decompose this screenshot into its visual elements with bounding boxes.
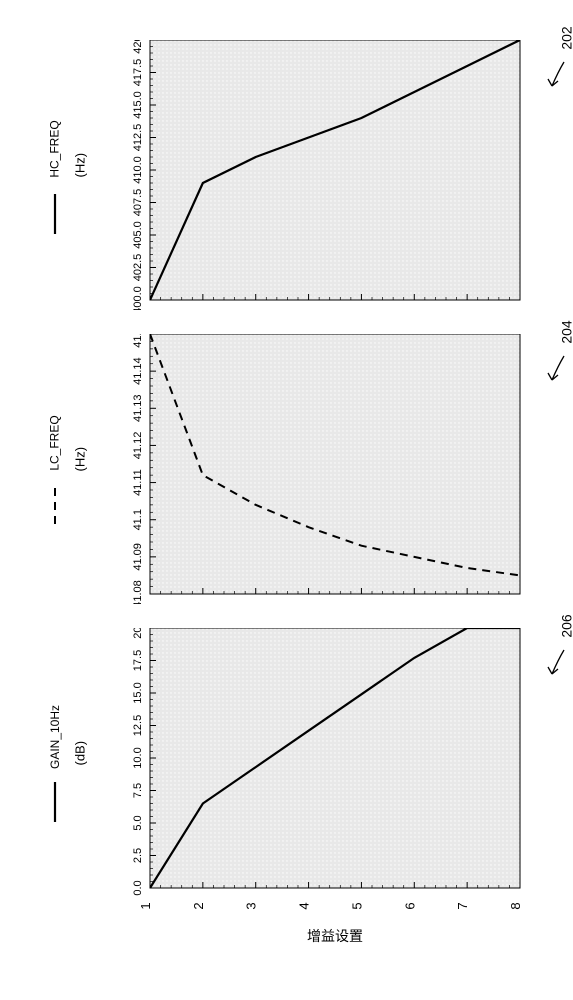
- panel-hc_freq: 202(Hz)400.0402.5405.0407.5410.0412.5415…: [90, 40, 550, 300]
- ytick-label: 420.0: [132, 40, 144, 54]
- y-axis-label: (dB): [73, 741, 88, 766]
- ytick-label: 12.5: [132, 715, 144, 736]
- x-axis-label: 增益设置: [150, 926, 520, 946]
- ytick-label: 41.13: [132, 395, 144, 423]
- ytick-label: 20.0: [132, 628, 144, 639]
- xtick-label: 3: [244, 902, 259, 909]
- ytick-label: 407.5: [132, 189, 144, 217]
- legend-swatch-icon: [47, 488, 63, 528]
- ytick-label: 41.14: [132, 357, 144, 385]
- ytick-label: 412.5: [132, 124, 144, 152]
- panel-lc_freq: 204(Hz)41.0841.0941.141.1141.1241.1341.1…: [90, 334, 550, 594]
- ytick-label: 417.5: [132, 59, 144, 87]
- plot-svg: 400.0 402.5 405.0 407.5 410.0 412.5 415.0 417.5…: [90, 40, 522, 310]
- legend-label: LC_FREQ: [48, 415, 62, 470]
- figure: HC_FREQLC_FREQGAIN_10Hz 202(Hz)400.0402.…: [20, 20, 553, 980]
- panel-gain_10hz: 206(dB)0.02.55.07.510.012.515.017.520.01…: [90, 628, 550, 888]
- panels-column: 202(Hz)400.0402.5405.0407.5410.0412.5415…: [90, 20, 520, 980]
- ytick-label: 5.0: [132, 815, 144, 830]
- xtick-label: 7: [455, 902, 470, 909]
- callout-label: 204: [558, 320, 573, 343]
- ytick-label: 41.12: [132, 432, 144, 460]
- ytick-label: 405.0: [132, 221, 144, 249]
- xtick-label: 4: [297, 902, 312, 909]
- ytick-label: 41.11: [132, 469, 144, 496]
- xtick-label: 1: [138, 902, 153, 909]
- ytick-label: 415.0: [132, 91, 144, 119]
- xtick-label: 5: [349, 902, 364, 909]
- legend-swatch-icon: [47, 194, 63, 234]
- xtick-label: 6: [402, 902, 417, 909]
- legend-label: GAIN_10Hz: [48, 705, 62, 769]
- ytick-label: 410.0: [132, 156, 144, 184]
- callout-arrow-icon: [546, 60, 568, 99]
- xtick-label: 8: [508, 902, 522, 909]
- callout-label: 206: [558, 614, 573, 637]
- callout-label: 202: [558, 26, 573, 49]
- ytick-label: 400.0: [132, 286, 144, 310]
- y-axis-label: (Hz): [73, 447, 88, 472]
- ytick-label: 17.5: [132, 650, 144, 671]
- xtick-label: 2: [191, 902, 206, 909]
- ytick-label: 10.0: [132, 747, 144, 768]
- ytick-label: 7.5: [132, 783, 144, 798]
- callout-arrow-icon: [546, 354, 568, 393]
- ytick-label: 41.1: [132, 509, 144, 530]
- ytick-label: 41.09: [132, 543, 144, 571]
- ytick-label: 402.5: [132, 254, 144, 282]
- plot-svg: 0.0 2.5 5.0 7.5 10.0 12.5 15.0 17.5 20.0 1 2 3 4 5 6 7 8: [90, 628, 522, 938]
- ytick-label: 41.08: [132, 580, 144, 604]
- plot-svg: 41.08 41.09 41.1 41.11 41.12 41.13 41.14 41.15: [90, 334, 522, 604]
- legend-swatch-icon: [47, 782, 63, 822]
- callout-arrow-icon: [546, 648, 568, 687]
- ytick-label: 15.0: [132, 682, 144, 703]
- y-axis-label: (Hz): [73, 153, 88, 178]
- ytick-label: 0.0: [132, 880, 144, 895]
- ytick-label: 2.5: [132, 848, 144, 863]
- legend-label: HC_FREQ: [48, 120, 62, 177]
- ytick-label: 41.15: [132, 334, 144, 348]
